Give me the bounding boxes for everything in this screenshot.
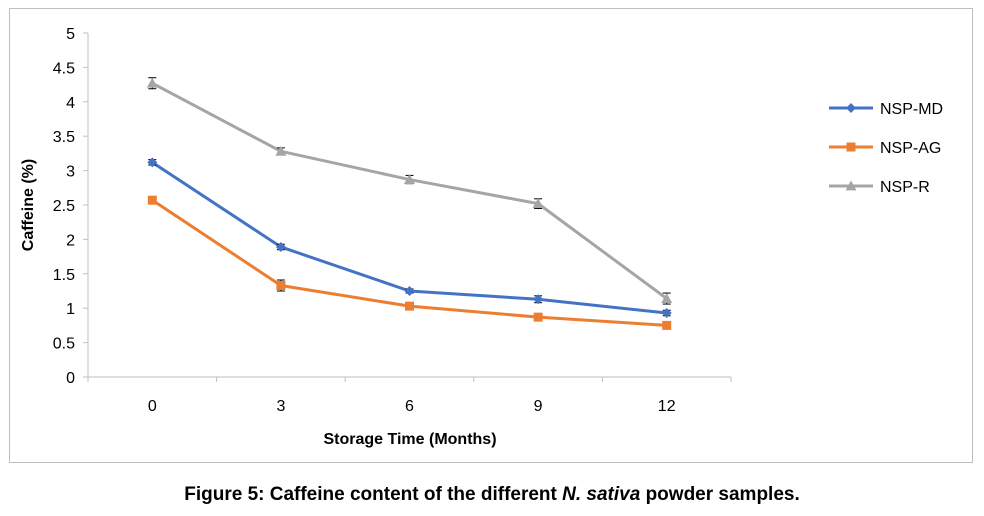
data-point-nsp-md bbox=[533, 294, 544, 305]
legend-marker-nsp-ag bbox=[846, 142, 856, 152]
caption-italic: N. sativa bbox=[562, 484, 641, 505]
series-line-nsp-r bbox=[151, 81, 668, 300]
data-point-nsp-md bbox=[275, 241, 286, 252]
x-tick-label: 9 bbox=[534, 398, 543, 415]
data-point-nsp-md bbox=[404, 286, 415, 296]
y-tick-label: 3.5 bbox=[53, 129, 75, 146]
caption-suffix: powder samples. bbox=[640, 484, 800, 505]
data-point-nsp-ag bbox=[533, 312, 543, 322]
legend-marker-nsp-r bbox=[845, 180, 857, 191]
y-tick-label: 0.5 bbox=[53, 336, 75, 353]
y-tick-label: 2 bbox=[66, 232, 75, 249]
data-point-nsp-r bbox=[661, 293, 673, 303]
x-tick-label: 0 bbox=[148, 398, 157, 415]
caption-prefix: Figure 5: Caffeine content of the differ… bbox=[184, 484, 563, 505]
legend-marker-nsp-md bbox=[846, 103, 856, 113]
data-point-nsp-r bbox=[404, 174, 415, 184]
x-axis-title: Storage Time (Months) bbox=[323, 431, 496, 448]
data-point-nsp-r bbox=[146, 77, 158, 88]
legend-label-nsp-r: NSP-R bbox=[880, 179, 930, 196]
y-tick-label: 5 bbox=[66, 26, 75, 43]
data-point-nsp-r bbox=[275, 145, 287, 156]
y-tick-label: 1 bbox=[66, 301, 75, 318]
data-point-nsp-md bbox=[147, 157, 158, 168]
legend-label-nsp-ag: NSP-AG bbox=[880, 140, 941, 157]
y-tick-label: 0 bbox=[66, 370, 75, 387]
y-tick-label: 1.5 bbox=[53, 267, 75, 284]
data-point-nsp-md bbox=[661, 308, 672, 319]
data-point-nsp-ag bbox=[276, 280, 286, 290]
data-point-nsp-ag bbox=[662, 320, 672, 330]
x-tick-label: 6 bbox=[405, 398, 414, 415]
chart-frame bbox=[9, 8, 973, 463]
y-tick-label: 4 bbox=[66, 95, 75, 112]
x-tick-label: 12 bbox=[658, 398, 676, 415]
y-tick-label: 3 bbox=[66, 164, 75, 181]
data-point-nsp-r bbox=[532, 198, 544, 209]
y-tick-label: 2.5 bbox=[53, 198, 75, 215]
figure-caption: Figure 5: Caffeine content of the differ… bbox=[0, 484, 984, 506]
y-tick-label: 4.5 bbox=[53, 60, 75, 77]
legend-label-nsp-md: NSP-MD bbox=[880, 101, 943, 118]
data-point-nsp-ag bbox=[405, 301, 414, 311]
y-axis-title: Caffeine (%) bbox=[20, 159, 37, 251]
x-tick-label: 3 bbox=[276, 398, 285, 415]
data-point-nsp-ag bbox=[147, 195, 157, 205]
